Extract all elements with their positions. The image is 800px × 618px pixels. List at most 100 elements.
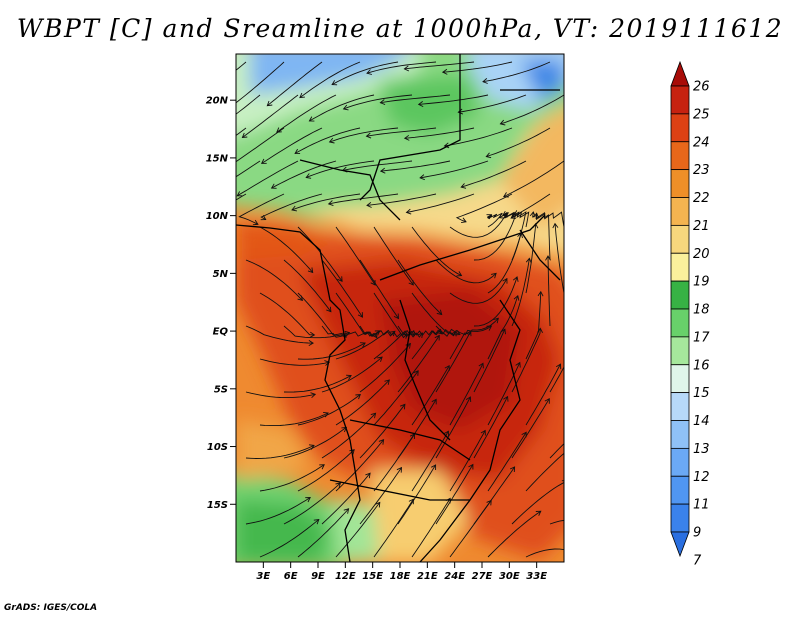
streamline xyxy=(335,292,381,337)
lon-tick-label: 27E xyxy=(472,571,493,582)
streamline xyxy=(297,342,366,360)
streamline xyxy=(549,443,564,459)
streamline-arrow xyxy=(337,276,343,283)
streamline xyxy=(380,160,451,172)
streamline xyxy=(359,343,411,393)
streamline xyxy=(309,94,375,122)
streamline-arrow xyxy=(305,497,311,503)
streamline-arrow xyxy=(366,69,373,75)
streamline xyxy=(563,490,564,491)
colorbar-swatch xyxy=(670,141,690,171)
streamline-arrow xyxy=(621,502,626,507)
streamline-arrow xyxy=(309,331,316,338)
streamline xyxy=(397,259,443,315)
credit-text: GrADS: IGES/COLA xyxy=(4,603,98,613)
streamline-arrow xyxy=(360,342,366,348)
lat-tick-label: 10N xyxy=(206,211,229,222)
streamline xyxy=(306,160,375,178)
streamline-arrow xyxy=(276,127,282,133)
streamline-arrow xyxy=(307,267,314,274)
streamline xyxy=(461,160,527,188)
streamline-arrow xyxy=(313,518,320,525)
streamline-arrow xyxy=(611,596,616,601)
streamline-arrow xyxy=(190,99,195,104)
lat-tick-label: 5S xyxy=(214,384,228,395)
streamline-arrow xyxy=(384,379,390,385)
streamline-arrow xyxy=(417,332,424,339)
colorbar-swatch xyxy=(670,252,690,282)
streamline xyxy=(331,61,399,85)
streamline xyxy=(511,482,564,525)
lon-tick-label: 6E xyxy=(284,571,298,582)
streamline xyxy=(245,325,314,344)
streamline xyxy=(411,498,451,558)
streamline-arrow xyxy=(308,340,314,346)
streamline xyxy=(238,193,285,225)
colorbar-swatch xyxy=(670,308,690,338)
streamline xyxy=(259,292,315,336)
colorbar-swatch xyxy=(670,447,690,477)
streamline xyxy=(259,464,325,492)
streamline-arrow xyxy=(431,398,437,405)
streamline xyxy=(236,61,285,104)
streamline-arrow xyxy=(498,213,505,219)
streamline xyxy=(380,94,451,104)
streamline-arrow xyxy=(434,334,440,341)
streamline-arrow xyxy=(374,501,381,508)
streamline xyxy=(525,548,564,558)
streamline xyxy=(487,510,542,558)
colorbar-swatch xyxy=(670,85,690,115)
streamline-arrow xyxy=(512,276,519,282)
lon-tick-label: 18E xyxy=(390,571,411,582)
colorbar-label: 18 xyxy=(693,303,710,318)
streamline xyxy=(373,226,414,286)
streamline-arrow xyxy=(608,537,613,542)
streamline-arrow xyxy=(344,330,351,337)
streamline xyxy=(259,358,330,366)
streamline xyxy=(486,127,551,158)
streamline-arrow xyxy=(342,104,349,111)
streamline-arrow xyxy=(513,210,520,216)
streamline xyxy=(397,335,440,393)
streamline xyxy=(283,427,347,459)
streamline xyxy=(549,519,564,525)
colorbar-swatch xyxy=(670,169,690,198)
streamline-arrow xyxy=(405,208,412,215)
streamline-arrow xyxy=(327,200,334,207)
streamline xyxy=(563,424,564,425)
streamline xyxy=(397,325,443,336)
streamline xyxy=(563,358,564,359)
streamline xyxy=(487,295,519,360)
streamline-arrow xyxy=(478,362,484,369)
streamline xyxy=(329,127,399,143)
streamline xyxy=(297,508,349,558)
streamline-arrow xyxy=(389,330,396,337)
streamline xyxy=(343,94,413,110)
streamline xyxy=(321,325,378,338)
colorbar-label: 23 xyxy=(693,163,710,178)
streamline-arrow xyxy=(346,374,352,381)
streamline-arrow xyxy=(515,361,521,368)
streamline xyxy=(502,193,551,219)
streamline-arrow xyxy=(466,330,472,337)
streamline-arrow xyxy=(493,317,499,324)
streamline xyxy=(291,193,361,211)
streamline-arrow xyxy=(403,134,410,141)
streamline-arrow xyxy=(396,466,402,473)
colorbar-swatch xyxy=(670,113,690,143)
streamline xyxy=(359,325,408,339)
streamline-arrow xyxy=(260,214,267,221)
streamline xyxy=(435,396,471,459)
streamline xyxy=(261,127,323,164)
streamline-arrow xyxy=(343,508,350,514)
streamline-arrow xyxy=(370,279,376,286)
streamline xyxy=(411,292,461,335)
streamline-arrow xyxy=(598,413,603,417)
colorbar: 7 9 11 12 13 14 15 16 17 18 19 20 21 22 23 24 25 26 xyxy=(670,60,710,568)
colorbar-label: 22 xyxy=(693,191,710,206)
streamline-arrow xyxy=(294,148,301,155)
streamline xyxy=(503,160,564,198)
streamline xyxy=(335,379,390,426)
colorbar-label: 15 xyxy=(693,386,710,401)
streamline xyxy=(411,365,450,426)
